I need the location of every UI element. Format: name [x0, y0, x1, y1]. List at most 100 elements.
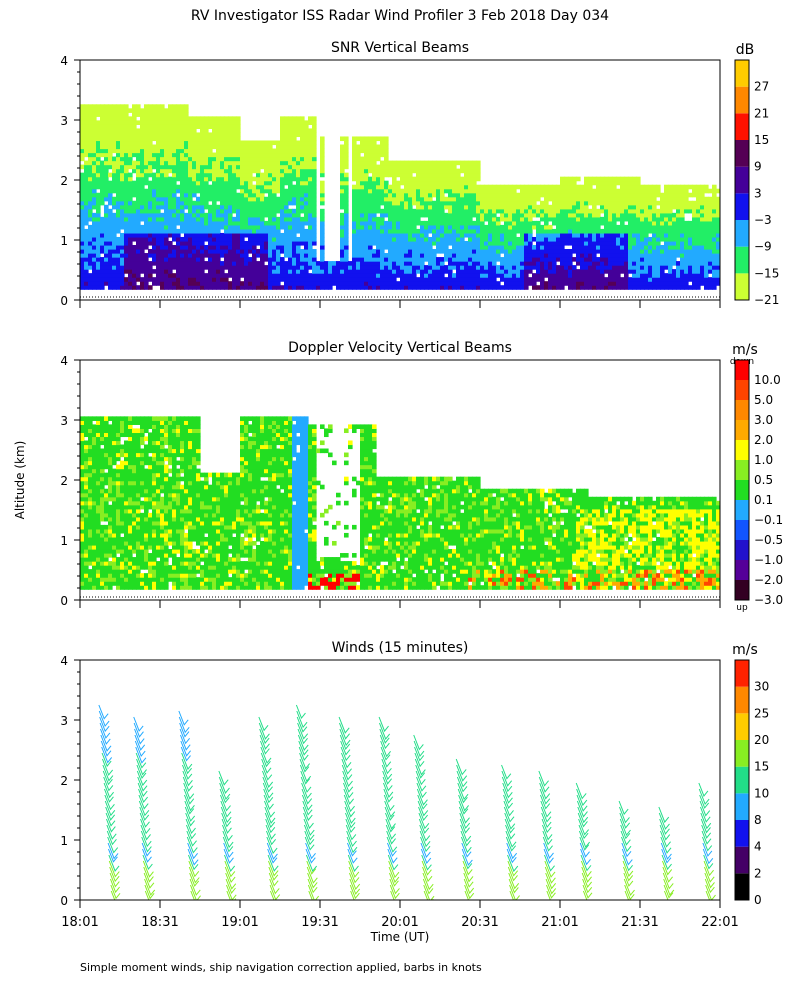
snr-cell: [648, 184, 653, 190]
snr-cell: [612, 273, 617, 278]
snr-cell: [276, 176, 281, 182]
snr-cell: [308, 196, 313, 202]
snr-cell: [220, 232, 225, 238]
snr-cell: [568, 273, 573, 278]
snr-cell: [180, 108, 185, 113]
snr-cell: [512, 240, 517, 246]
snr-cell: [360, 249, 365, 254]
snr-cell: [192, 228, 197, 234]
snr-cell: [148, 269, 153, 274]
snr-cell: [564, 232, 569, 238]
snr-cell: [464, 176, 469, 182]
snr-cell: [312, 180, 317, 186]
snr-cell: [80, 281, 85, 286]
snr-cell: [148, 120, 153, 125]
snr-cell: [452, 208, 457, 214]
snr-cell: [228, 176, 233, 182]
snr-cell: [644, 184, 649, 190]
snr-cell: [608, 273, 613, 278]
snr-cell: [124, 208, 129, 214]
snr-cell: [340, 176, 345, 182]
snr-cell: [492, 184, 497, 190]
snr-cell: [568, 277, 573, 282]
snr-cell: [652, 269, 657, 274]
snr-cell: [384, 148, 389, 154]
snr-cell: [412, 265, 417, 270]
snr-cell: [472, 164, 477, 170]
snr-cell: [652, 228, 657, 234]
snr-cell: [372, 136, 377, 142]
snr-cell: [584, 200, 589, 206]
snr-cell: [236, 176, 241, 182]
snr-cell: [676, 220, 681, 226]
snr-cell: [500, 216, 505, 222]
snr-cell: [268, 156, 273, 162]
snr-cell: [292, 192, 297, 198]
snr-cell: [136, 164, 141, 170]
snr-cell: [88, 104, 93, 109]
snr-cell: [196, 180, 201, 186]
snr-cell: [432, 236, 437, 242]
snr-cell: [300, 192, 305, 198]
snr-cell: [268, 164, 273, 170]
snr-cell: [320, 188, 325, 194]
snr-cell: [556, 273, 561, 278]
snr-cell: [396, 184, 401, 190]
snr-cell: [180, 156, 185, 162]
snr-cell: [384, 144, 389, 150]
snr-cell: [116, 132, 121, 138]
snr-cell: [436, 212, 441, 218]
snr-cell: [104, 140, 109, 146]
snr-cell: [476, 212, 481, 218]
snr-cell: [256, 240, 261, 246]
snr-cell: [352, 208, 357, 214]
snr-cell: [624, 180, 629, 186]
snr-cell: [160, 176, 165, 182]
snr-cell: [508, 212, 513, 218]
snr-cell: [192, 180, 197, 186]
snr-cell: [384, 269, 389, 274]
snr-cell: [368, 269, 373, 274]
snr-cell: [584, 285, 589, 290]
snr-cell: [132, 124, 137, 129]
snr-cell: [184, 172, 189, 178]
snr-cell: [568, 240, 573, 246]
snr-cell: [300, 216, 305, 222]
snr-cell: [228, 144, 233, 150]
snr-cell: [628, 265, 633, 270]
snr-cell: [512, 261, 517, 266]
snr-cell: [200, 188, 205, 194]
snr-cell: [480, 285, 485, 290]
snr-cell: [340, 245, 345, 250]
snr-cell: [152, 249, 157, 254]
snr-cell: [104, 124, 109, 129]
snr-cell: [400, 224, 405, 230]
snr-cell: [360, 285, 365, 290]
snr-cell: [680, 208, 685, 214]
snr-cell: [356, 152, 361, 158]
snr-cell: [320, 261, 325, 266]
snr-cell: [284, 273, 289, 278]
snr-cell: [432, 228, 437, 234]
snr-cell: [120, 108, 125, 113]
snr-cell: [184, 196, 189, 202]
snr-cell: [580, 265, 585, 270]
snr-cell: [284, 144, 289, 150]
snr-cell: [596, 224, 601, 230]
snr-cell: [620, 216, 625, 222]
snr-cell: [648, 236, 653, 242]
snr-cell: [112, 112, 117, 117]
snr-cell: [252, 245, 257, 250]
snr-cell: [244, 196, 249, 202]
snr-cell: [452, 285, 457, 290]
snr-cell: [568, 212, 573, 218]
snr-cell: [108, 116, 113, 121]
snr-cell: [92, 245, 97, 250]
snr-cell: [380, 257, 385, 262]
snr-cell: [216, 204, 221, 210]
snr-cell: [556, 184, 561, 190]
snr-cell: [124, 136, 129, 142]
snr-cell: [540, 281, 545, 286]
snr-cell: [204, 192, 209, 198]
snr-cell: [92, 188, 97, 194]
